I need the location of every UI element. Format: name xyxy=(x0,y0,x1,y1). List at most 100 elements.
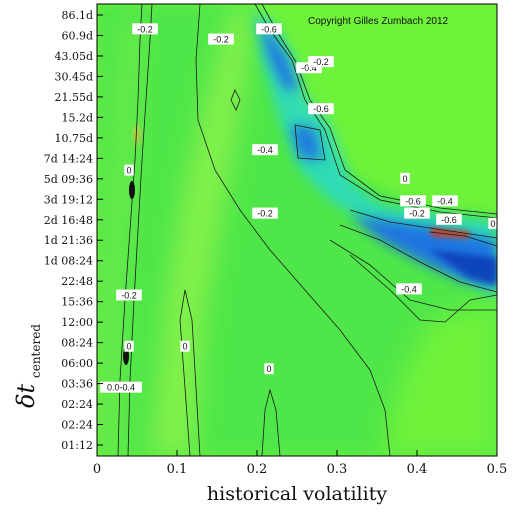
contour-label: -0.6 xyxy=(308,103,334,115)
contour-label-bg xyxy=(308,56,334,68)
contour-label: -0.6 xyxy=(436,213,462,225)
contour-lines xyxy=(117,4,497,456)
yellow-spot xyxy=(134,125,140,145)
y-tick-label: 15:36 xyxy=(61,296,93,309)
contour-label-bg xyxy=(308,103,334,115)
contour-label-text: -0.6 xyxy=(441,215,457,225)
contour-label-text: 0 xyxy=(126,342,131,352)
x-tick-label: 0.2 xyxy=(247,462,268,477)
contour-label-bg xyxy=(116,289,142,301)
x-axis-title: historical volatility xyxy=(207,483,387,505)
x-tick-label: 0.5 xyxy=(487,462,508,477)
light-green-right-patch xyxy=(380,300,497,456)
contour-label-bg xyxy=(404,207,430,219)
x-axis: 0 0.1 0.2 0.3 0.4 0.5 xyxy=(93,450,507,477)
blue-band-upper xyxy=(258,20,298,90)
y-axis: 01:12 02:24 02:24 03:36 06:00 08:24 12:00 15:36… xyxy=(44,9,103,452)
contour-label-text: -0.2 xyxy=(409,209,425,219)
x-tick-label: 0.1 xyxy=(167,462,188,477)
contour-label: 0.0-0.4 xyxy=(100,381,142,393)
y-tick-label: 06:00 xyxy=(61,357,93,370)
contour-label: 0 xyxy=(264,363,274,375)
y-tick-label: 21.55d xyxy=(54,91,93,104)
contour-label-text: -0.2 xyxy=(213,35,229,45)
contour-label: 0 xyxy=(180,340,190,352)
contour-label-text: -0.4 xyxy=(437,196,453,206)
y-axis-title-sub: centered xyxy=(29,324,43,378)
dark-spot-1 xyxy=(129,181,135,199)
x-tick-label: 0.3 xyxy=(327,462,348,477)
contour-label-bg xyxy=(100,381,142,393)
copyright-text: Copyright Gilles Zumbach 2012 xyxy=(308,16,449,27)
contour-label-bg xyxy=(252,144,278,156)
y-tick-label: 1d 21:36 xyxy=(44,234,93,247)
contour-label-bg xyxy=(396,283,422,295)
color-field: -0.2-0.2-0.6-0.4-0.2-0.6-0.400-0.6 -0.4-0… xyxy=(97,4,497,456)
y-tick-label: 5d 09:36 xyxy=(44,173,93,186)
y-axis-title: δt centered xyxy=(12,324,43,408)
contour-label-text: 0 xyxy=(402,174,407,184)
contour-label: -0.2 xyxy=(308,56,334,68)
y-tick-label: 22:48 xyxy=(61,275,93,288)
contour-label-text: -0.2 xyxy=(313,57,329,67)
y-axis-title-main: δt xyxy=(12,384,40,408)
contour-label-text: -0.6 xyxy=(405,196,421,206)
y-tick-label: 1d 08:24 xyxy=(44,255,93,268)
contour-label: -0.6 xyxy=(400,195,426,207)
y-tick-label: 7d 14:24 xyxy=(44,152,93,165)
y-tick-label: 01:12 xyxy=(61,439,93,452)
contour-label-bg xyxy=(400,195,426,207)
y-tick-label: 30.45d xyxy=(54,70,93,83)
y-tick-label: 15.2d xyxy=(61,111,93,124)
contour-label: -0.2 xyxy=(132,23,158,35)
contour-label-text: -0.4 xyxy=(401,284,417,294)
y-tick-label: 12:00 xyxy=(61,316,93,329)
contour-label-bg xyxy=(124,340,134,352)
blue-band-mid xyxy=(290,125,322,160)
contour-label: 0 xyxy=(124,164,134,176)
light-green-ridge xyxy=(150,10,255,456)
contour-label-bg xyxy=(432,195,458,207)
contour-label: -0.4 xyxy=(396,283,422,295)
deep-blue-core xyxy=(430,250,497,285)
contour-label-bg xyxy=(252,207,278,219)
y-tick-label: 10.75d xyxy=(54,132,93,145)
light-green-left xyxy=(100,20,140,456)
contour-label-bg xyxy=(132,23,158,35)
contour-label-text: 0 xyxy=(490,219,495,229)
contour-label-text: -0.4 xyxy=(301,63,317,73)
contour-label-text: -0.6 xyxy=(313,104,329,114)
y-tick-label: 86.1d xyxy=(61,9,93,22)
contour-label-text: -0.6 xyxy=(261,24,277,34)
contour-label: -0.2 xyxy=(252,207,278,219)
x-tick-label: 0 xyxy=(93,462,101,477)
contour-label-text: 0 xyxy=(126,166,131,176)
contour-labels: -0.2-0.2-0.6-0.4-0.2-0.6-0.400-0.6 -0.4-0… xyxy=(100,23,497,393)
cyan-band xyxy=(255,10,497,300)
y-tick-label: 08:24 xyxy=(61,337,93,350)
x-tick-label: 0.4 xyxy=(407,462,428,477)
contour-label: 0 xyxy=(488,217,497,229)
contour-label-text: -0.2 xyxy=(257,209,273,219)
contour-label: 0 xyxy=(400,172,410,184)
contour-label-bg xyxy=(400,172,410,184)
contour-label-text: 0.0-0.4 xyxy=(107,383,135,393)
y-tick-label: 60.9d xyxy=(61,29,93,42)
contour-label: -0.4 xyxy=(296,62,322,74)
contour-label-bg xyxy=(256,23,282,35)
contour-label-text: -0.2 xyxy=(137,24,153,34)
contour-label: -0.2 xyxy=(208,33,234,45)
y-tick-label: 3d 19:12 xyxy=(44,193,93,206)
contour-label: -0.4 xyxy=(432,195,458,207)
contour-label-bg xyxy=(296,62,322,74)
contour-label: -0.4 xyxy=(252,144,278,156)
contour-label: -0.6 xyxy=(256,23,282,35)
plot-frame xyxy=(96,3,498,457)
contour-label-bg xyxy=(124,164,134,176)
y-tick-label: 02:24 xyxy=(61,419,93,432)
contour-label-text: 0 xyxy=(266,364,271,374)
y-tick-label: 03:36 xyxy=(61,378,93,391)
contour-label-bg xyxy=(180,340,190,352)
contour-label-text: -0.4 xyxy=(257,145,273,155)
